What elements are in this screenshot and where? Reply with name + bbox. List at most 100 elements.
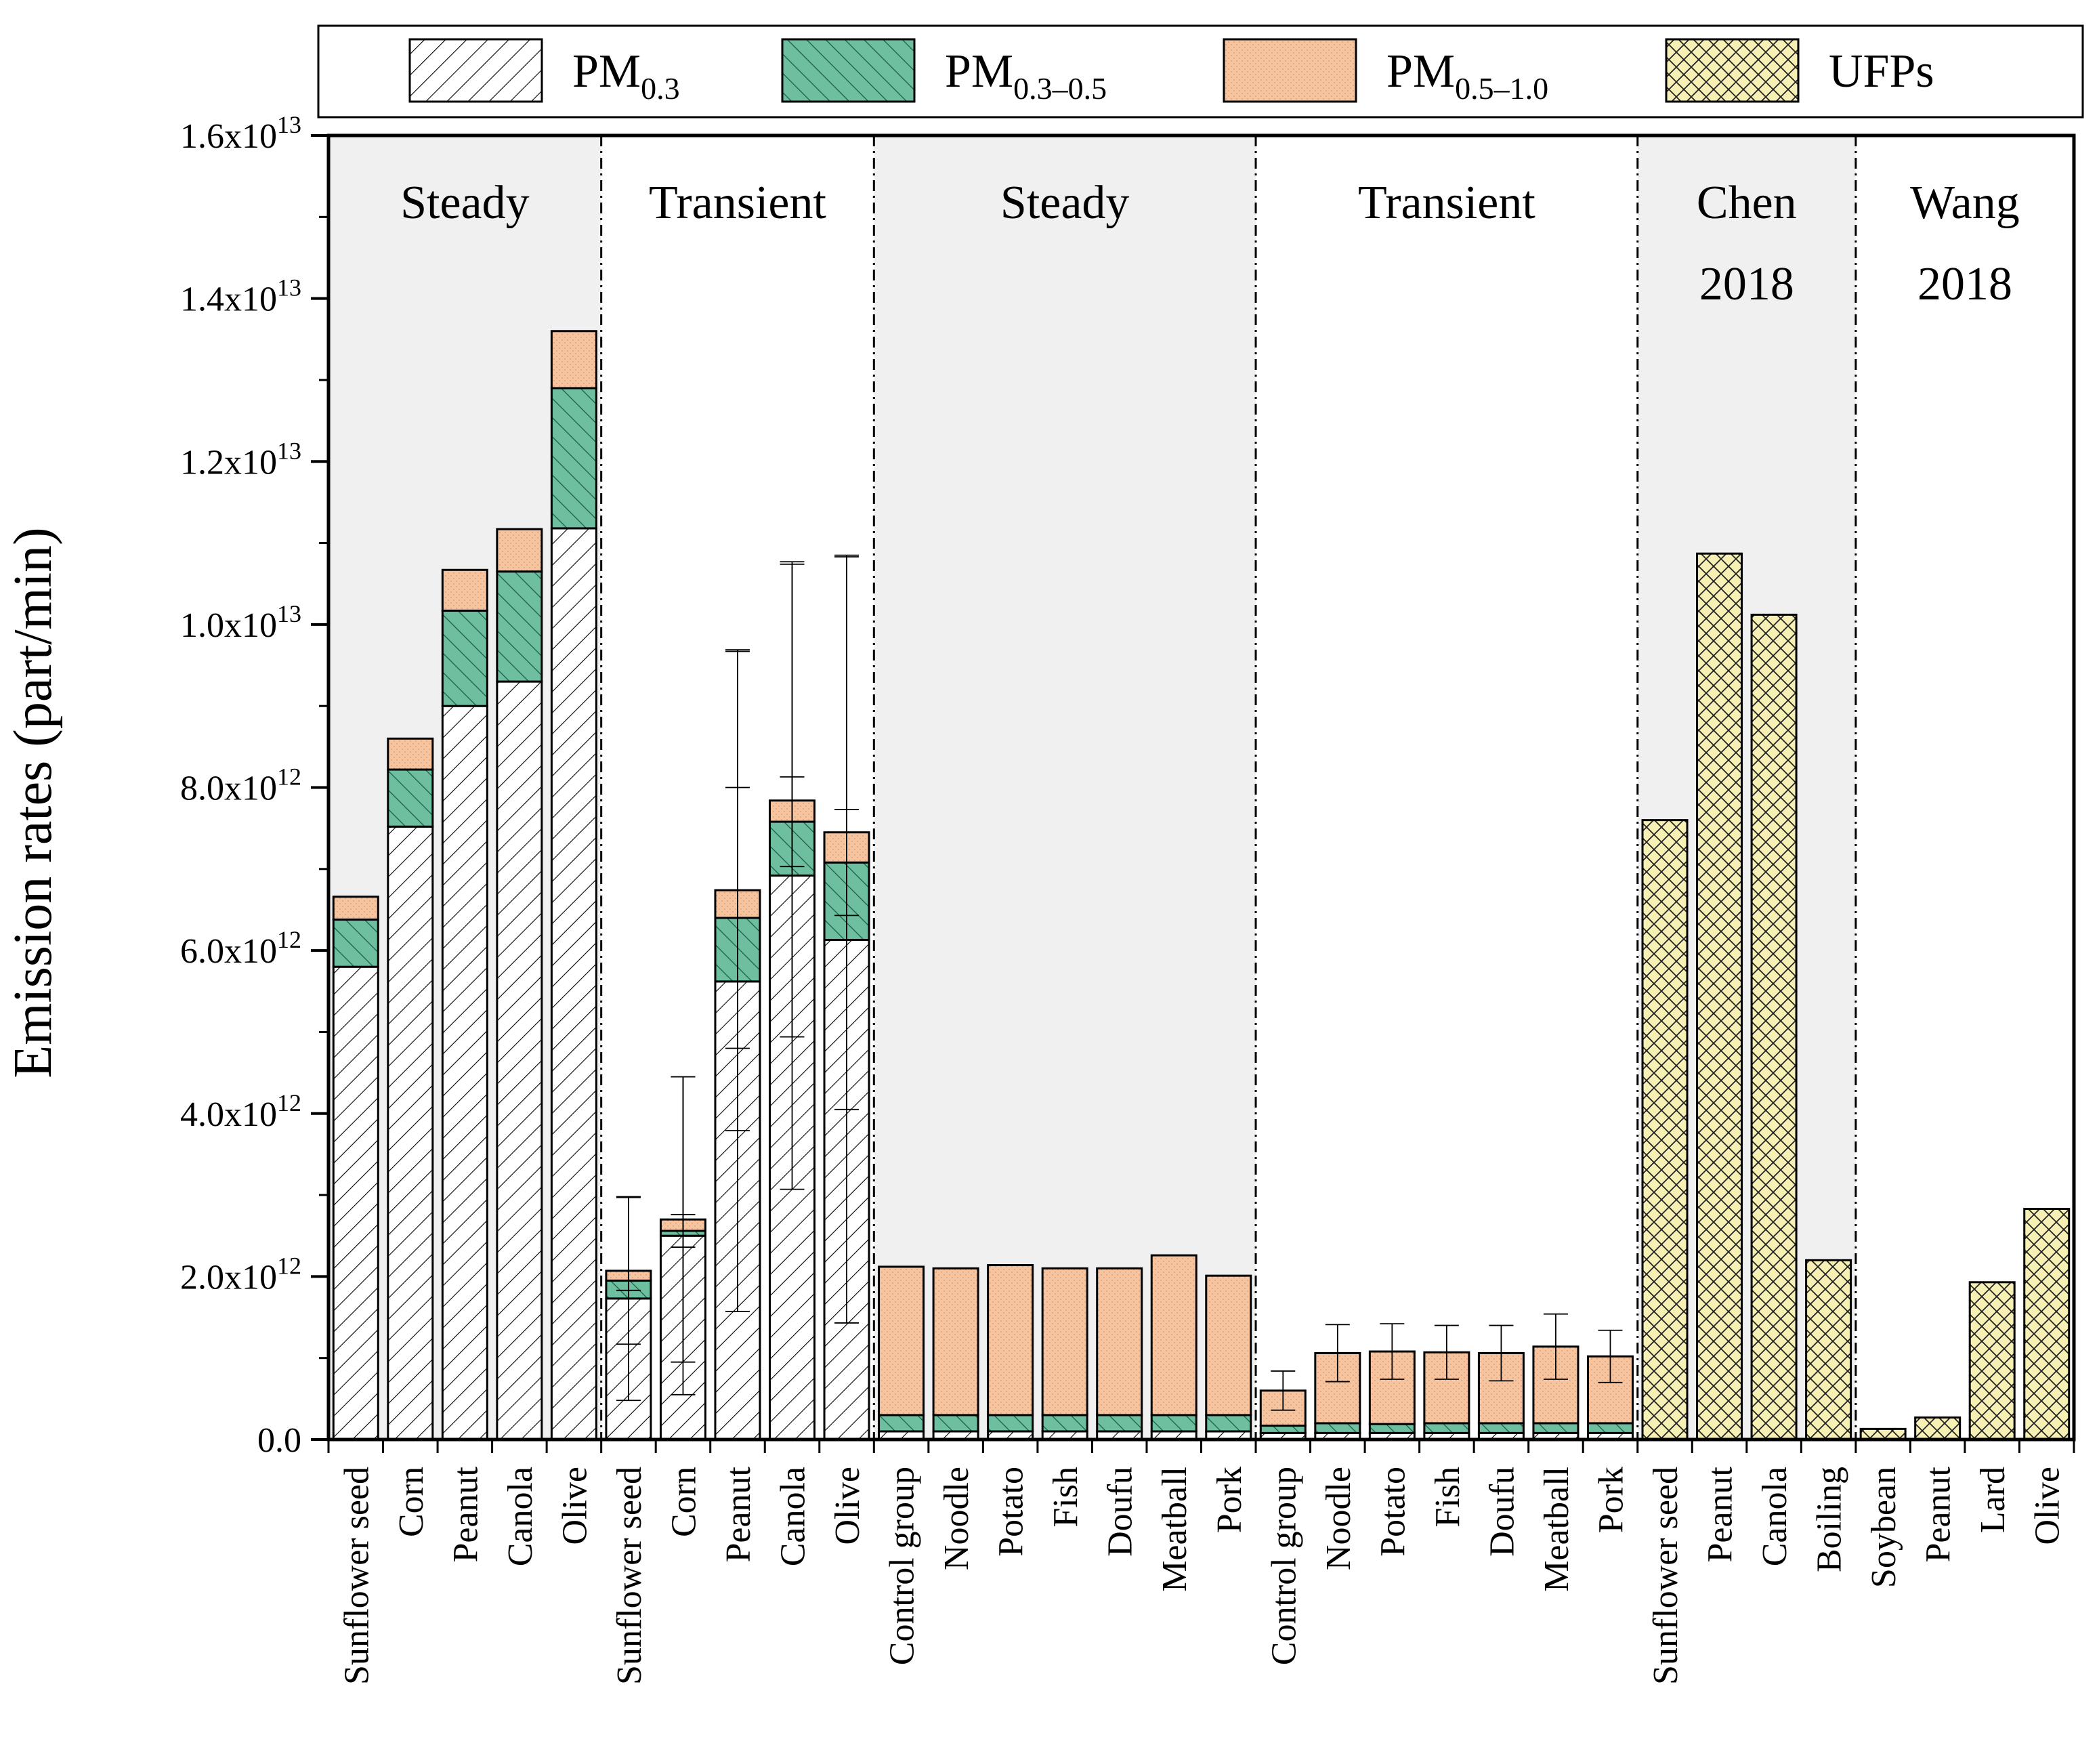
bar-pm0510-4 [550, 330, 597, 390]
bar-ufp-26 [1750, 613, 1798, 1441]
y-axis: 0.0 2.0x1012 4.0x1012 6.0x1012 8.0x1012 1.0x1… [180, 111, 328, 1460]
x-category-label-19: Potato [1374, 1467, 1412, 1557]
bar-pm0510-13 [1041, 1267, 1088, 1416]
x-category-label-13: Fish [1046, 1467, 1085, 1528]
y-tick-label-7: 1.4x1013 [180, 274, 301, 319]
legend-swatch-ufp [1665, 38, 1800, 103]
x-category-label-25: Peanut [1701, 1466, 1740, 1562]
group-dividers [600, 135, 1857, 1440]
group-label-5-0: Wang [1910, 177, 2020, 229]
x-category-label-2: Peanut [446, 1466, 485, 1562]
x-category-label-9: Olive [828, 1467, 867, 1545]
bar-pm0305-3 [496, 570, 543, 683]
x-category-label-6: Corn [664, 1467, 703, 1537]
bar-pm03-1 [387, 825, 434, 1441]
y-tick-label-3: 6.0x1012 [180, 926, 301, 971]
bar-pm0510-16 [1205, 1274, 1252, 1416]
bar-pm0510-0 [332, 896, 379, 921]
bar-pm0305-23 [1586, 1422, 1634, 1434]
group-label-2-0: Steady [1000, 177, 1130, 229]
bar-pm0305-0 [332, 918, 379, 968]
x-category-label-23: Pork [1592, 1467, 1630, 1533]
group-label-5-1: 2018 [1917, 258, 2012, 310]
bar-pm0305-16 [1205, 1414, 1252, 1433]
legend-swatch-pm03 [408, 38, 543, 103]
x-category-label-1: Corn [392, 1467, 431, 1537]
legend-swatch-pm0510 [1223, 38, 1357, 103]
x-category-label-8: Canola [774, 1467, 813, 1566]
bar-pm0510-12 [987, 1264, 1034, 1416]
bar-pm0305-18 [1314, 1422, 1361, 1434]
bar-ufp-27 [1805, 1259, 1852, 1441]
x-category-label-0: Sunflower seed [337, 1467, 376, 1685]
x-category-label-22: Meatball [1538, 1467, 1576, 1592]
group-label-1-0: Transient [649, 177, 826, 229]
y-tick-label-4: 8.0x1012 [180, 763, 301, 808]
bar-pm0510-15 [1150, 1254, 1197, 1416]
y-tick-label-6: 1.2x1013 [180, 437, 301, 482]
x-category-label-26: Canola [1756, 1467, 1794, 1566]
x-category-label-18: Noodle [1319, 1467, 1358, 1570]
bar-pm0305-17 [1259, 1425, 1307, 1434]
x-axis: Sunflower seed Corn Peanut Canola Olive Sunfl… [327, 1440, 2075, 1685]
bar-pm0305-22 [1532, 1422, 1579, 1434]
bar-ufp-25 [1696, 552, 1743, 1441]
error-bars [616, 554, 1623, 1411]
legend-swatch-pm0305 [781, 38, 916, 103]
x-category-label-31: Olive [2029, 1467, 2067, 1545]
legend-label-ufp: UFPs [1829, 45, 1934, 98]
bar-pm0305-19 [1368, 1423, 1416, 1434]
x-category-label-14: Doufu [1101, 1467, 1140, 1557]
group-label-4-1: 2018 [1699, 258, 1794, 310]
x-category-label-21: Doufu [1483, 1467, 1521, 1557]
bar-pm0305-4 [550, 387, 597, 530]
bar-pm0305-14 [1096, 1414, 1143, 1433]
legend: PM0.3 PM0.3–0.5 PM0.5–1.0 UFPs [317, 24, 2084, 119]
bar-ufp-29 [1914, 1416, 1962, 1441]
bar-pm0305-2 [441, 609, 488, 707]
x-category-label-24: Sunflower seed [1647, 1467, 1685, 1685]
bar-pm0510-1 [387, 737, 434, 771]
bar-pm0510-3 [496, 528, 543, 573]
bar-pm0305-20 [1423, 1422, 1470, 1434]
group-label-4-0: Chen [1697, 177, 1797, 229]
group-labels: Steady Transient Steady Transient Chen 2018 Wa… [400, 177, 2020, 310]
group-band-2 [874, 135, 1256, 1440]
x-category-label-28: Soybean [1865, 1467, 1903, 1588]
group-label-3-0: Transient [1358, 177, 1535, 229]
bar-pm03-4 [550, 527, 597, 1441]
bar-pm0510-2 [441, 568, 488, 612]
bar-ufp-30 [1968, 1281, 2016, 1441]
bar-pm0305-15 [1150, 1414, 1197, 1433]
y-tick-label-0: 0.0 [257, 1421, 301, 1460]
bar-pm0305-1 [387, 768, 434, 828]
x-category-label-17: Control group [1265, 1467, 1303, 1665]
x-category-label-16: Pork [1210, 1467, 1249, 1533]
bar-pm0305-21 [1477, 1422, 1525, 1434]
bar-pm0510-10 [878, 1265, 925, 1416]
x-category-label-20: Fish [1428, 1467, 1467, 1528]
x-category-label-29: Peanut [1920, 1466, 1958, 1562]
x-category-label-3: Canola [501, 1467, 540, 1566]
y-tick-label-8: 1.6x1013 [180, 111, 301, 156]
x-category-label-5: Sunflower seed [610, 1467, 649, 1685]
group-label-0-0: Steady [400, 177, 530, 229]
x-category-label-12: Potato [992, 1467, 1031, 1557]
x-category-label-30: Lard [1974, 1467, 2012, 1533]
x-category-label-15: Meatball [1155, 1467, 1194, 1592]
y-tick-label-5: 1.0x1013 [180, 600, 301, 645]
bar-pm03-2 [441, 705, 488, 1441]
y-tick-label-1: 2.0x1012 [180, 1252, 301, 1297]
bar-pm0510-14 [1096, 1267, 1143, 1416]
bar-pm03-0 [332, 965, 379, 1441]
bar-pm0305-11 [932, 1414, 979, 1433]
bar-pm0305-10 [878, 1414, 925, 1433]
x-category-label-7: Peanut [719, 1466, 758, 1562]
y-axis-label: Emission rates (part/min) [3, 527, 63, 1078]
bar-pm03-3 [496, 680, 543, 1441]
bar-pm0510-11 [932, 1267, 979, 1416]
x-category-label-11: Noodle [937, 1467, 976, 1570]
x-category-label-10: Control group [883, 1467, 922, 1665]
bars-layer [332, 330, 2071, 1441]
